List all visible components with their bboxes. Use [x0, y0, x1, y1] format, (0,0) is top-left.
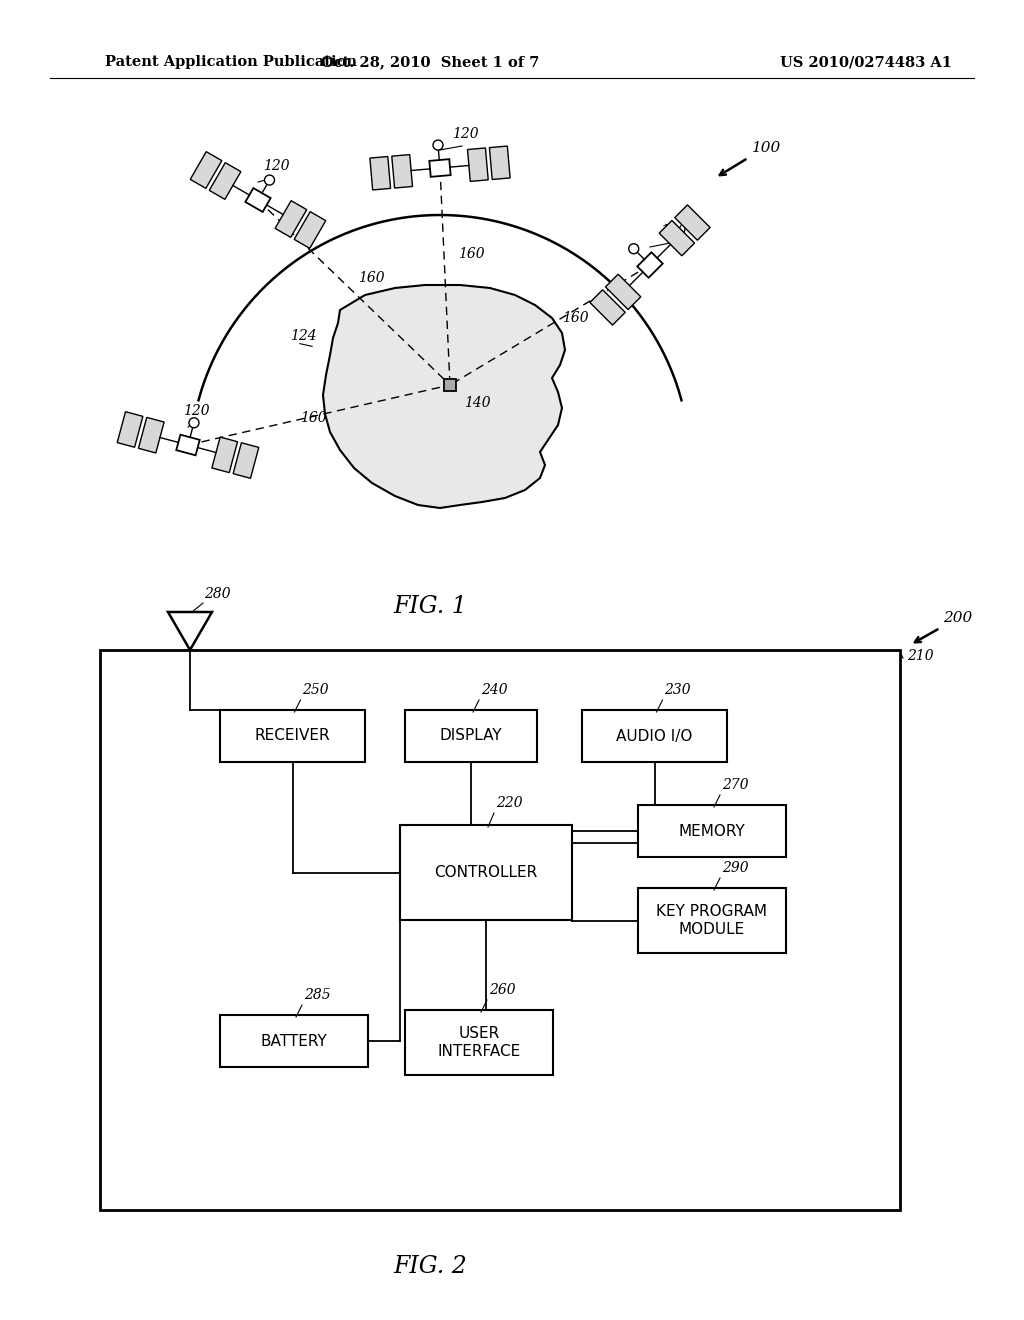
Text: FIG. 2: FIG. 2 [393, 1255, 467, 1278]
Bar [400, 825, 572, 920]
Text: MEMORY: MEMORY [679, 824, 745, 838]
Text: DISPLAY: DISPLAY [439, 729, 503, 743]
Bar [582, 710, 727, 762]
Bar [100, 649, 900, 1210]
Polygon shape [675, 205, 710, 240]
Text: US 2010/0274483 A1: US 2010/0274483 A1 [780, 55, 952, 69]
Polygon shape [275, 201, 307, 238]
Polygon shape [637, 252, 663, 277]
Bar [406, 1010, 553, 1074]
Polygon shape [323, 285, 565, 508]
Text: 120: 120 [263, 158, 290, 173]
Polygon shape [233, 442, 259, 478]
Text: 140: 140 [464, 396, 490, 411]
Bar [444, 379, 456, 391]
Text: FIG. 1: FIG. 1 [393, 595, 467, 618]
Circle shape [629, 244, 639, 253]
Polygon shape [370, 157, 390, 190]
Text: 160: 160 [562, 312, 589, 325]
Text: 290: 290 [722, 861, 749, 875]
Text: 200: 200 [943, 611, 972, 624]
Bar [638, 805, 786, 857]
Text: 120: 120 [660, 224, 687, 238]
Text: BATTERY: BATTERY [261, 1034, 328, 1048]
Text: 160: 160 [358, 271, 385, 285]
Text: Oct. 28, 2010  Sheet 1 of 7: Oct. 28, 2010 Sheet 1 of 7 [321, 55, 540, 69]
Polygon shape [117, 412, 143, 447]
Text: RECEIVER: RECEIVER [255, 729, 331, 743]
Circle shape [264, 176, 274, 185]
Text: 120: 120 [183, 404, 210, 418]
Polygon shape [489, 147, 510, 180]
Polygon shape [176, 434, 200, 455]
Text: 250: 250 [302, 682, 329, 697]
Text: Patent Application Publication: Patent Application Publication [105, 55, 357, 69]
Text: AUDIO I/O: AUDIO I/O [616, 729, 692, 743]
Bar [220, 1015, 368, 1067]
Polygon shape [605, 275, 641, 310]
Text: CONTROLLER: CONTROLLER [434, 865, 538, 880]
Text: 160: 160 [300, 411, 327, 425]
Text: 270: 270 [722, 777, 749, 792]
Polygon shape [138, 417, 164, 453]
Text: MODULE: MODULE [679, 921, 745, 937]
Polygon shape [659, 220, 694, 256]
Polygon shape [212, 437, 238, 473]
Text: 260: 260 [489, 983, 516, 997]
Polygon shape [190, 152, 222, 189]
Polygon shape [246, 187, 270, 213]
Bar [406, 710, 537, 762]
Polygon shape [168, 612, 212, 649]
Bar [638, 888, 786, 953]
Polygon shape [294, 211, 326, 248]
Polygon shape [468, 148, 488, 181]
Circle shape [189, 418, 199, 428]
Text: INTERFACE: INTERFACE [437, 1044, 520, 1059]
Text: 230: 230 [665, 682, 691, 697]
Text: 240: 240 [481, 682, 508, 697]
Text: 210: 210 [907, 649, 934, 663]
Text: 100: 100 [752, 141, 781, 154]
Polygon shape [392, 154, 413, 187]
Text: USER: USER [459, 1026, 500, 1041]
Polygon shape [590, 290, 626, 325]
Text: 124: 124 [290, 329, 316, 343]
Polygon shape [209, 162, 241, 199]
Text: 160: 160 [458, 247, 484, 261]
Bar [220, 710, 365, 762]
Text: 120: 120 [452, 127, 478, 141]
Text: 285: 285 [304, 987, 331, 1002]
Text: 220: 220 [496, 796, 522, 810]
Text: 280: 280 [204, 587, 230, 601]
Text: KEY PROGRAM: KEY PROGRAM [656, 904, 768, 919]
Circle shape [433, 140, 443, 150]
Polygon shape [429, 160, 451, 177]
